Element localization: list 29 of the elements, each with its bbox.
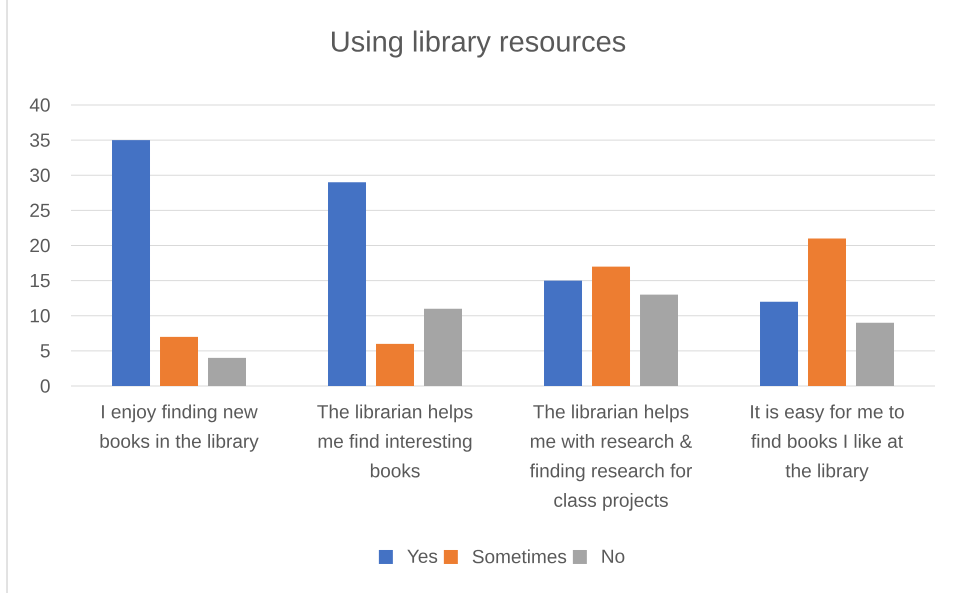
y-tick-label: 25	[30, 204, 50, 218]
y-tick-label: 35	[30, 133, 50, 147]
legend-label: Yes	[407, 550, 438, 563]
bar	[376, 344, 414, 386]
bar	[760, 302, 798, 386]
bar	[856, 322, 894, 386]
bar	[424, 308, 462, 386]
bar	[160, 336, 198, 386]
y-tick-label: 10	[30, 309, 50, 322]
legend-label: No	[602, 550, 624, 563]
y-tick-label: 0	[40, 379, 50, 393]
y-tick-label: 5	[40, 344, 50, 358]
x-tick-label: The librarian helps me with research & finding research for class projects	[530, 404, 692, 511]
x-tick-label: I enjoy finding new books in the library	[100, 404, 259, 452]
y-tick-label: 15	[30, 274, 50, 288]
bar	[208, 358, 246, 386]
bar	[808, 238, 846, 386]
x-tick-label: It is easy for me to find books I like at the library	[751, 404, 904, 482]
x-tick-label: The librarian helps me find interesting books	[317, 404, 472, 478]
y-tick-label: 30	[30, 168, 50, 182]
bar	[328, 182, 366, 386]
chart-title: Using library resources	[332, 30, 626, 58]
y-tick-label: 20	[30, 238, 50, 252]
bar	[544, 280, 582, 386]
legend-label: Sometimes	[472, 549, 566, 564]
y-tick-label: 40	[30, 98, 50, 112]
bar	[112, 140, 150, 386]
bar	[640, 294, 678, 386]
bar	[592, 266, 630, 386]
